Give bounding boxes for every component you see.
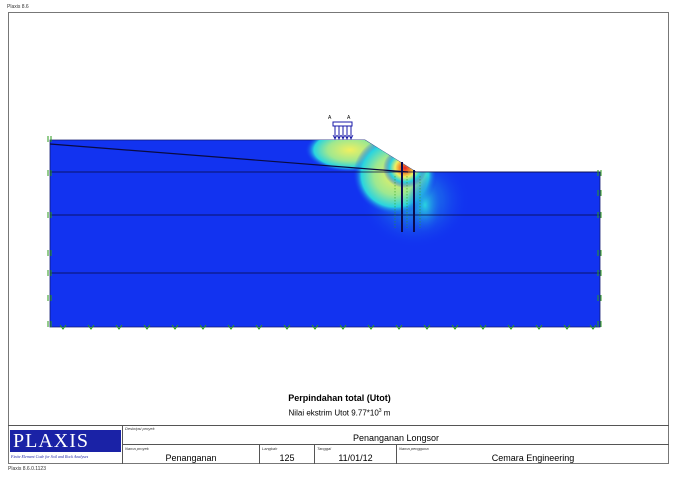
project-description: Penanganan Longsor: [352, 433, 440, 443]
date-label: Tanggal: [317, 446, 332, 451]
project-name-label: Nama proyek: [125, 446, 149, 451]
window-title: Plaxis 8.6: [7, 4, 29, 10]
extreme-value: Nilai ekstrim Utot 9.77*103 m: [0, 408, 679, 418]
step-cell: Langkah 125: [260, 445, 315, 464]
load-marker-a-left: A: [328, 115, 332, 121]
extreme-value-unit: m: [381, 408, 391, 418]
distributed-load[interactable]: [332, 121, 354, 140]
step-value: 125: [279, 453, 295, 463]
date-value: 11/01/12: [338, 453, 373, 463]
step-label: Langkah: [262, 446, 278, 451]
user-label: Nama pengguna: [399, 446, 429, 451]
load-marker-a-right: A: [347, 115, 351, 121]
user-value: Cemara Engineering: [491, 453, 575, 463]
project-name: Penanganan: [165, 453, 217, 463]
extreme-value-exponent: 3: [378, 408, 382, 414]
date-cell: Tanggal 11/01/12: [315, 445, 397, 464]
logo-text: PLAXIS: [10, 430, 121, 452]
logo-tagline: Finite Element Code for Soil and Rock An…: [11, 454, 89, 459]
extreme-value-text: Nilai ekstrim Utot 9.77*10: [288, 408, 379, 418]
plot-frame: [8, 12, 669, 464]
project-description-cell: Deskripsi proyek Penanganan Longsor: [123, 425, 669, 445]
project-name-cell: Nama proyek Penanganan: [123, 445, 260, 464]
title-block: [8, 425, 669, 464]
plaxis-logo: PLAXIS Finite Element Code for Soil and …: [8, 425, 123, 464]
footer-version: Plaxis 8.6.0.1123: [8, 466, 46, 472]
plot-title: Perpindahan total (Utot): [288, 393, 391, 403]
user-cell: Nama pengguna Cemara Engineering: [397, 445, 669, 464]
phreatic-line: [49, 143, 409, 173]
project-description-label: Deskripsi proyek: [125, 426, 155, 431]
boundary-fixities: [47, 136, 602, 330]
